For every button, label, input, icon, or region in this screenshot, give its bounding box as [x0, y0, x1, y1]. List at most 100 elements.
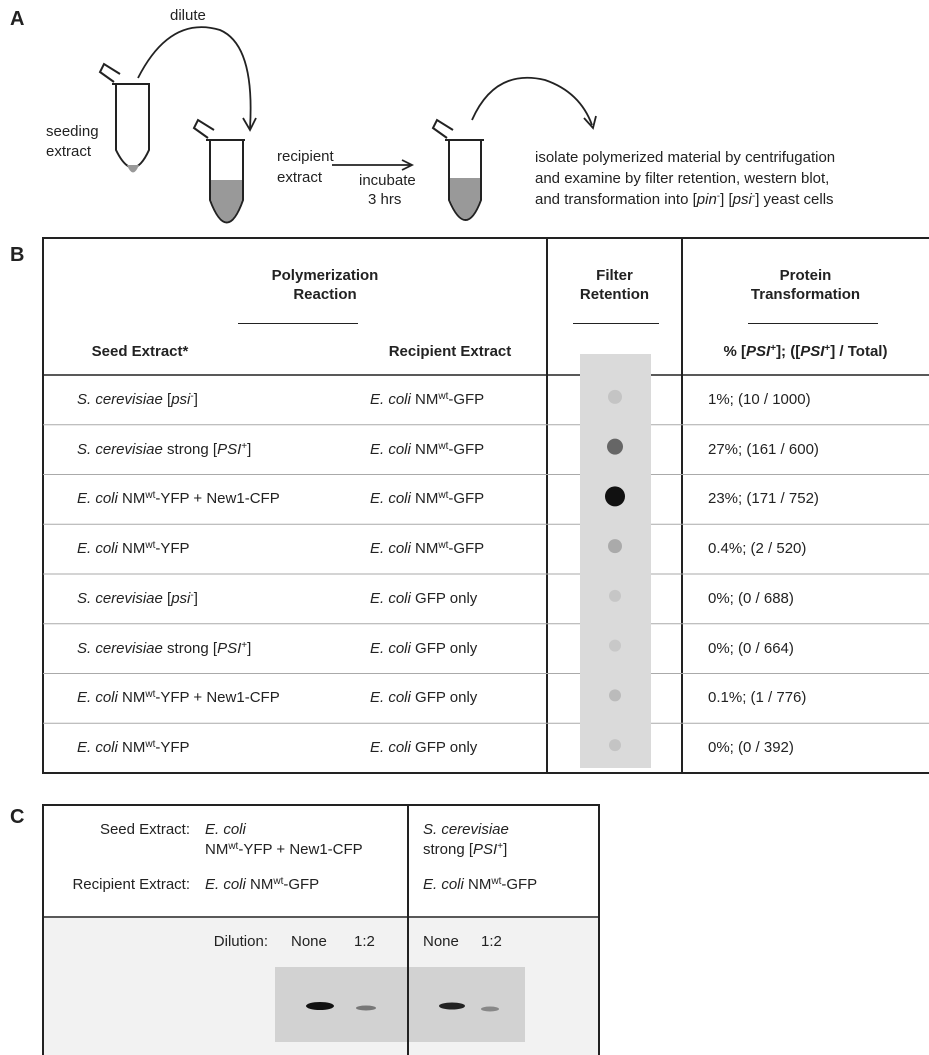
text-run: -YFP + New1-CFP [238, 841, 362, 858]
text-run: E. coli [205, 876, 246, 893]
text-run: PSI [217, 441, 241, 458]
header: Protein [682, 266, 929, 285]
text-run: NM [411, 441, 439, 458]
text-run: E. coli [205, 821, 246, 838]
text-run: ] [247, 441, 251, 458]
text-run: ] [503, 841, 507, 858]
transformation: 0%; (0 / 392) [708, 738, 794, 758]
description: and examine by filter retention, western… [535, 169, 829, 189]
header: Polymerization [200, 266, 450, 285]
text-run: NM [246, 876, 274, 893]
text-run: % [ [724, 343, 747, 360]
seed-text: strong [PSI+] [423, 840, 507, 860]
arrow [138, 27, 251, 128]
text-run: wt [145, 689, 155, 700]
transformation: 1%; (10 / 1000) [708, 390, 811, 410]
text-run: GFP only [411, 739, 477, 756]
text-run: wt [438, 441, 448, 452]
filter-dot [609, 590, 621, 602]
header: Filter [547, 266, 682, 285]
text-run: E. coli [370, 640, 411, 657]
figure: A dilute seeding extract recipient extra… [0, 0, 929, 1055]
liquid [127, 165, 139, 173]
transformation: 0%; (0 / 688) [708, 589, 794, 609]
recipient-extract: E. coli NMwt-GFP [370, 539, 484, 559]
text-run: wt [228, 841, 238, 852]
header: Reaction [200, 285, 450, 304]
text-run: -GFP [283, 876, 319, 893]
text-run: E. coli [77, 689, 118, 706]
text-run: -GFP [448, 490, 484, 507]
filter-dot [608, 390, 622, 404]
seed-text: NMwt-YFP + New1-CFP [205, 840, 363, 860]
transformation: 0%; (0 / 664) [708, 639, 794, 659]
tube-label: extract [277, 168, 322, 188]
text-run: wt [273, 876, 283, 887]
text-run: PSI [217, 640, 241, 657]
text-run: pin [697, 191, 717, 208]
row-dividers [43, 425, 929, 724]
text-run: NM [411, 490, 439, 507]
text-run: wt [145, 490, 155, 501]
text-run: strong [ [163, 441, 217, 458]
recipient-extract: E. coli GFP only [370, 738, 477, 758]
dilution: 1:2 [481, 932, 502, 952]
text-run: ] [ [720, 191, 733, 208]
text-run: -YFP + New1-CFP [155, 490, 279, 507]
recipient-text: E. coli NMwt-GFP [423, 875, 537, 895]
text-run: PSI [473, 841, 497, 858]
filter-dot [607, 439, 623, 455]
text-run: wt [491, 876, 501, 887]
text-run: strong [ [423, 841, 473, 858]
text-run: NM [118, 689, 146, 706]
text-run: NM [464, 876, 492, 893]
transformation: 27%; (161 / 600) [708, 440, 819, 460]
filter-dot [609, 739, 621, 751]
tube [112, 84, 150, 168]
recipient-extract: E. coli NMwt-GFP [370, 440, 484, 460]
text-run: NM [411, 540, 439, 557]
recipient-extract: E. coli GFP only [370, 688, 477, 708]
text-run: ] yeast cells [755, 191, 833, 208]
text-run: -GFP [448, 441, 484, 458]
text-run: GFP only [411, 640, 477, 657]
text-run: ]; ([ [776, 343, 800, 360]
header: Seed Extract* [70, 342, 210, 361]
text-run: E. coli [77, 739, 118, 756]
text-run: S. cerevisiae [77, 640, 163, 657]
band [356, 1006, 376, 1011]
text-run: E. coli [370, 540, 411, 557]
filter-dot [605, 486, 625, 506]
text-run: NM [118, 540, 146, 557]
text-run: -YFP [155, 739, 189, 756]
text-run: wt [438, 490, 448, 501]
text-run: strong [ [163, 640, 217, 657]
text-run: psi [171, 391, 190, 408]
text-run: E. coli [77, 490, 118, 507]
recipient-extract: E. coli NMwt-GFP [370, 489, 484, 509]
text-run: PSI [746, 343, 770, 360]
step-label: 3 hrs [368, 190, 401, 210]
text-run: -GFP [448, 540, 484, 557]
seed-extract: E. coli NMwt-YFP + New1-CFP [77, 489, 280, 509]
filter-dot [608, 539, 622, 553]
description: isolate polymerized material by centrifu… [535, 148, 835, 168]
seed-extract: S. cerevisiae [psi-] [77, 589, 198, 609]
text-run: -YFP [155, 540, 189, 557]
row-label: Recipient Extract: [44, 875, 190, 895]
underline [573, 323, 659, 324]
text-run: wt [145, 540, 155, 551]
text-run: ] [194, 391, 198, 408]
text-run: NM [118, 490, 146, 507]
recipient-extract: E. coli NMwt-GFP [370, 390, 484, 410]
text-run: [ [163, 391, 171, 408]
filter-dot [609, 640, 621, 652]
seed-extract: E. coli NMwt-YFP [77, 539, 190, 559]
band [306, 1002, 334, 1010]
tubes [100, 64, 484, 223]
arrow [472, 78, 592, 125]
filter-dot [609, 689, 621, 701]
text-run: E. coli [77, 540, 118, 557]
dilution: 1:2 [354, 932, 375, 952]
text-run: ] [247, 640, 251, 657]
